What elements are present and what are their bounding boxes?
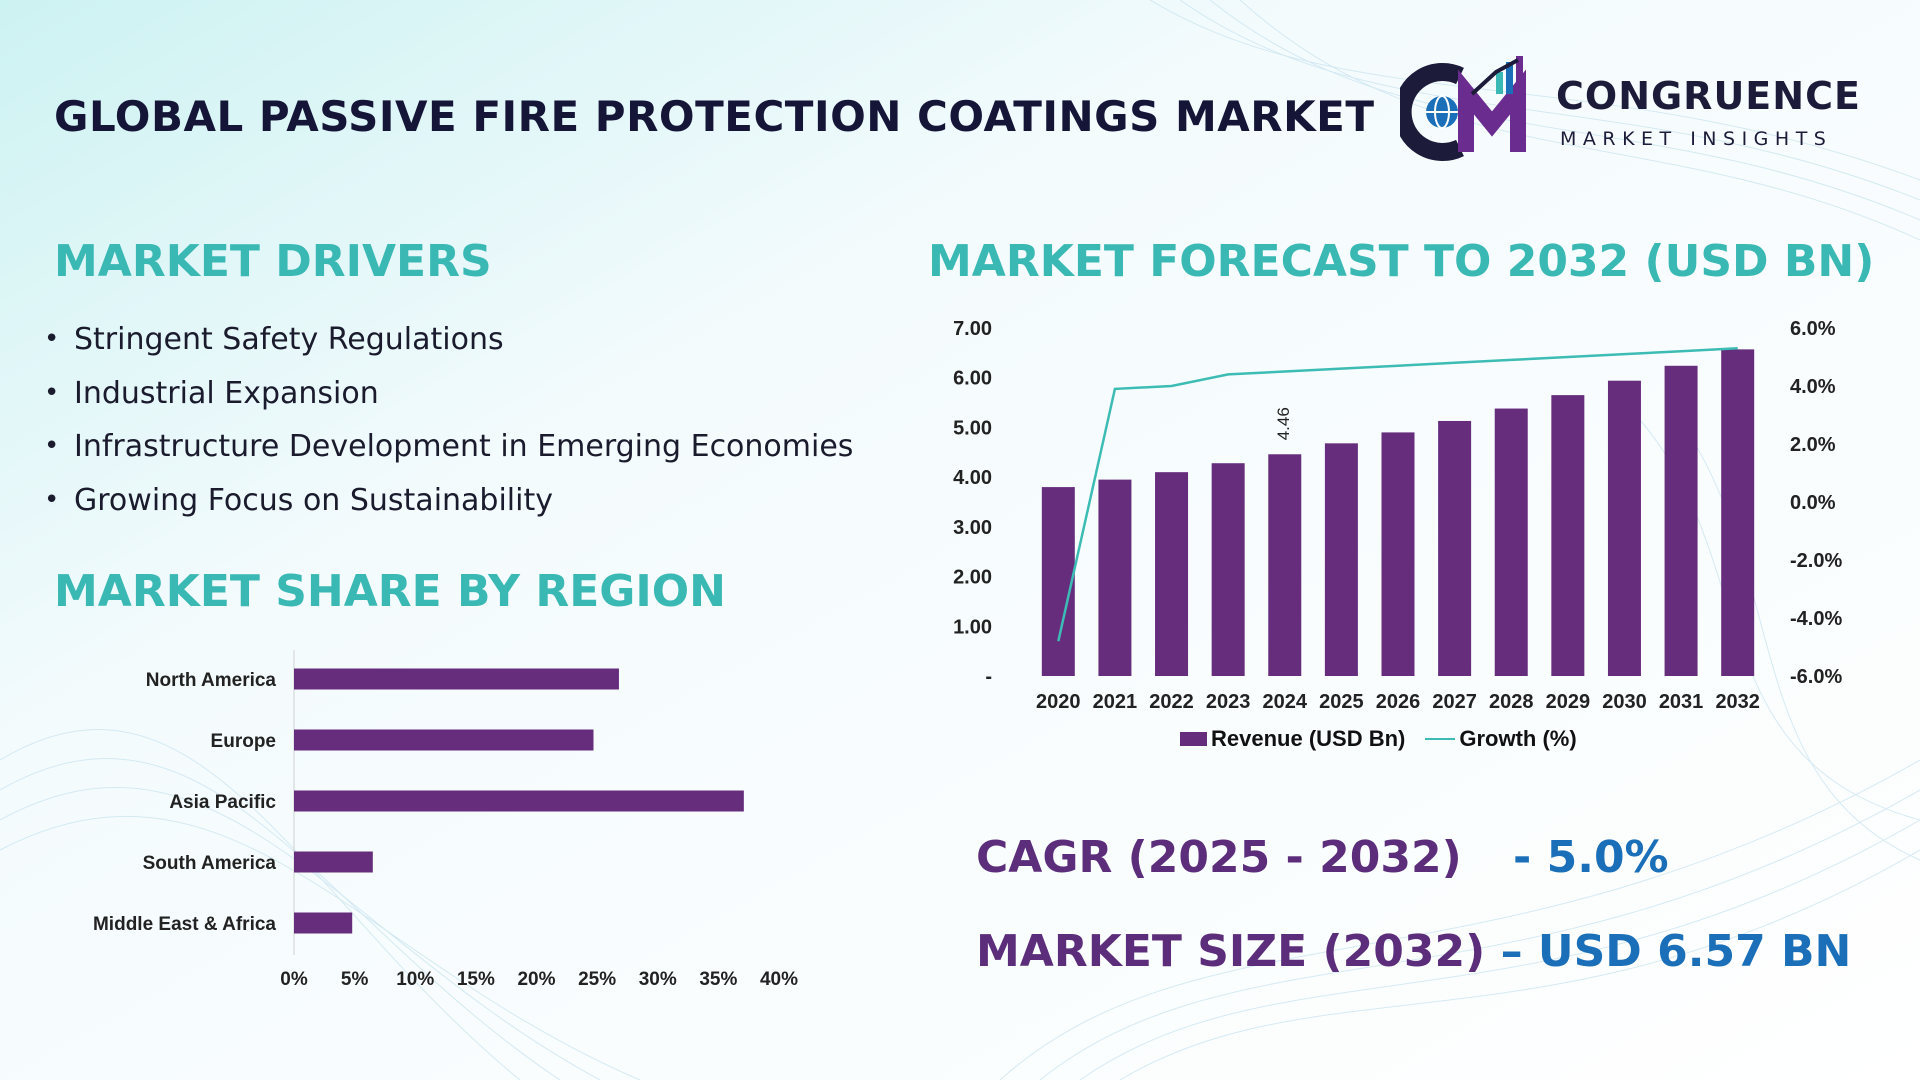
driver-item: • Infrastructure Development in Emerging …: [44, 429, 853, 483]
forecast-y-tick-label: 1.00: [953, 616, 992, 638]
driver-item: • Stringent Safety Regulations: [44, 322, 853, 376]
forecast-x-tick-label: 2022: [1149, 691, 1194, 713]
forecast-y-tick-label: 3.00: [953, 517, 992, 539]
region-x-tick-label: 35%: [699, 969, 737, 990]
forecast-y2-tick-label: -6.0%: [1790, 666, 1842, 688]
market-size-stat: MARKET SIZE (2032) – USD 6.57 BN: [976, 926, 1851, 977]
region-bar: [294, 729, 594, 751]
region-bar: [294, 851, 373, 873]
forecast-heading: MARKET FORECAST TO 2032 (USD BN): [928, 236, 1875, 287]
region-x-tick-label: 5%: [341, 969, 369, 990]
forecast-y-tick-label: 5.00: [953, 417, 992, 439]
region-x-tick-label: 10%: [396, 969, 434, 990]
cagr-label: CAGR (2025 - 2032): [976, 832, 1462, 883]
company-logo: CONGRUENCE MARKET INSIGHTS: [1393, 52, 1870, 162]
legend-line-swatch: [1425, 738, 1456, 740]
region-x-tick-label: 0%: [280, 969, 308, 990]
region-share-chart: North America Europe Asia Pacific South Ame…: [93, 650, 798, 990]
logo-wordmark: CONGRUENCE: [1556, 74, 1861, 118]
region-category-label: Asia Pacific: [169, 792, 276, 813]
driver-text: Stringent Safety Regulations: [74, 322, 504, 357]
forecast-legend: Revenue (USD Bn) Growth (%): [1180, 726, 1597, 752]
cagr-value: - 5.0%: [1513, 832, 1669, 883]
forecast-x-tick-label: 2023: [1206, 691, 1251, 713]
forecast-y2-tick-label: 2.0%: [1790, 434, 1836, 456]
revenue-bar: [1438, 420, 1472, 676]
revenue-data-label: 4.46: [1274, 407, 1293, 440]
drivers-list: • Stringent Safety Regulations • Industria…: [44, 322, 853, 536]
region-x-tick-label: 25%: [578, 969, 616, 990]
revenue-bar: [1607, 380, 1641, 676]
driver-item: • Growing Focus on Sustainability: [44, 483, 853, 537]
revenue-bar: [1494, 408, 1528, 676]
region-category-label: North America: [146, 670, 277, 691]
region-x-tick-label: 40%: [760, 969, 798, 990]
forecast-x-tick-label: 2032: [1715, 691, 1760, 713]
forecast-y2-tick-label: 4.0%: [1790, 376, 1836, 398]
region-bar: [294, 912, 353, 934]
region-x-tick-label: 15%: [457, 969, 495, 990]
forecast-x-tick-label: 2028: [1489, 691, 1534, 713]
revenue-bar: [1551, 395, 1585, 676]
revenue-bar: [1664, 365, 1698, 676]
forecast-x-tick-label: 2027: [1432, 691, 1477, 713]
legend-item-revenue: Revenue (USD Bn): [1180, 726, 1405, 752]
region-bar: [294, 668, 619, 690]
bullet-icon: •: [44, 484, 60, 515]
forecast-y2-tick-label: 0.0%: [1790, 492, 1836, 514]
bullet-icon: •: [44, 377, 60, 408]
market-size-value: – USD 6.57 BN: [1500, 926, 1852, 977]
forecast-x-tick-label: 2026: [1376, 691, 1421, 713]
forecast-y-tick-label: -: [985, 666, 992, 688]
forecast-y-tick-label: 7.00: [953, 318, 992, 340]
drivers-heading: MARKET DRIVERS: [54, 236, 492, 287]
logo-cm-icon: [1393, 56, 1526, 161]
forecast-y-tick-label: 4.00: [953, 467, 992, 489]
driver-item: • Industrial Expansion: [44, 376, 853, 430]
revenue-bar: [1324, 443, 1358, 676]
page-title: GLOBAL PASSIVE FIRE PROTECTION COATINGS …: [54, 92, 1375, 141]
legend-label-growth: Growth (%): [1459, 726, 1577, 751]
market-size-label: MARKET SIZE (2032): [976, 926, 1486, 977]
legend-bar-swatch: [1180, 732, 1207, 746]
region-x-tick-label: 30%: [639, 969, 677, 990]
revenue-bar: [1098, 479, 1132, 676]
forecast-y-tick-label: 6.00: [953, 368, 992, 390]
driver-text: Growing Focus on Sustainability: [74, 482, 553, 518]
forecast-chart: - 1.00 2.00 3.00 4.00 5.00 6.00 7.00 -6.0% -4.0% -…: [953, 318, 1842, 713]
forecast-y2-tick-label: -2.0%: [1790, 550, 1842, 572]
revenue-bar: [1155, 472, 1189, 676]
driver-text: Industrial Expansion: [74, 375, 379, 411]
legend-label-revenue: Revenue (USD Bn): [1211, 726, 1406, 751]
forecast-y2-tick-label: -4.0%: [1790, 608, 1842, 630]
forecast-x-tick-label: 2029: [1546, 691, 1591, 713]
forecast-x-tick-label: 2020: [1036, 691, 1081, 713]
logo-tagline: MARKET INSIGHTS: [1560, 128, 1833, 150]
revenue-bar: [1721, 349, 1755, 676]
revenue-bar: [1211, 463, 1245, 676]
forecast-y2-tick-label: 6.0%: [1790, 318, 1836, 340]
region-category-label: South America: [143, 853, 277, 874]
bullet-icon: •: [44, 324, 60, 354]
forecast-x-tick-label: 2024: [1263, 691, 1308, 713]
cagr-stat: CAGR (2025 - 2032) - 5.0%: [976, 832, 1669, 883]
region-bar: [294, 790, 744, 812]
region-heading: MARKET SHARE BY REGION: [54, 566, 726, 617]
region-category-label: Europe: [211, 731, 276, 752]
forecast-y-tick-label: 2.00: [953, 567, 992, 589]
forecast-x-tick-label: 2021: [1093, 691, 1138, 713]
legend-item-growth: Growth (%): [1425, 726, 1577, 752]
region-category-label: Middle East & Africa: [93, 914, 276, 935]
driver-text: Infrastructure Development in Emerging E…: [74, 429, 854, 464]
revenue-bar: [1381, 432, 1415, 676]
revenue-bar: [1268, 454, 1302, 676]
revenue-bar: [1041, 487, 1075, 676]
forecast-x-tick-label: 2030: [1602, 691, 1647, 713]
forecast-x-tick-label: 2031: [1659, 691, 1704, 713]
region-x-tick-label: 20%: [517, 969, 555, 990]
forecast-x-tick-label: 2025: [1319, 691, 1364, 713]
bullet-icon: •: [44, 431, 60, 461]
